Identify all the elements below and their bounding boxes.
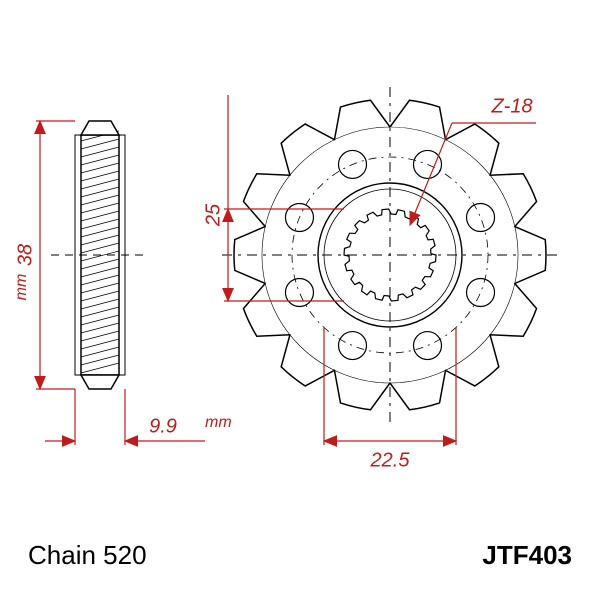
svg-text:mm: mm xyxy=(13,274,30,301)
svg-text:Z-18: Z-18 xyxy=(490,95,532,117)
svg-text:38: 38 xyxy=(14,244,36,266)
sprocket-front xyxy=(222,87,558,423)
bottom-labels: Chain 520 JTF403 xyxy=(0,540,600,571)
technical-drawing: 38 mm 9.9 mm 25 22.5 Z-18 xyxy=(0,0,600,600)
part-number: JTF403 xyxy=(482,540,572,571)
svg-text:mm: mm xyxy=(205,414,232,431)
chain-label: Chain 520 xyxy=(28,540,147,571)
side-view xyxy=(51,121,149,389)
svg-text:25: 25 xyxy=(202,203,224,227)
svg-text:9.9: 9.9 xyxy=(149,415,177,437)
svg-text:22.5: 22.5 xyxy=(370,449,411,471)
